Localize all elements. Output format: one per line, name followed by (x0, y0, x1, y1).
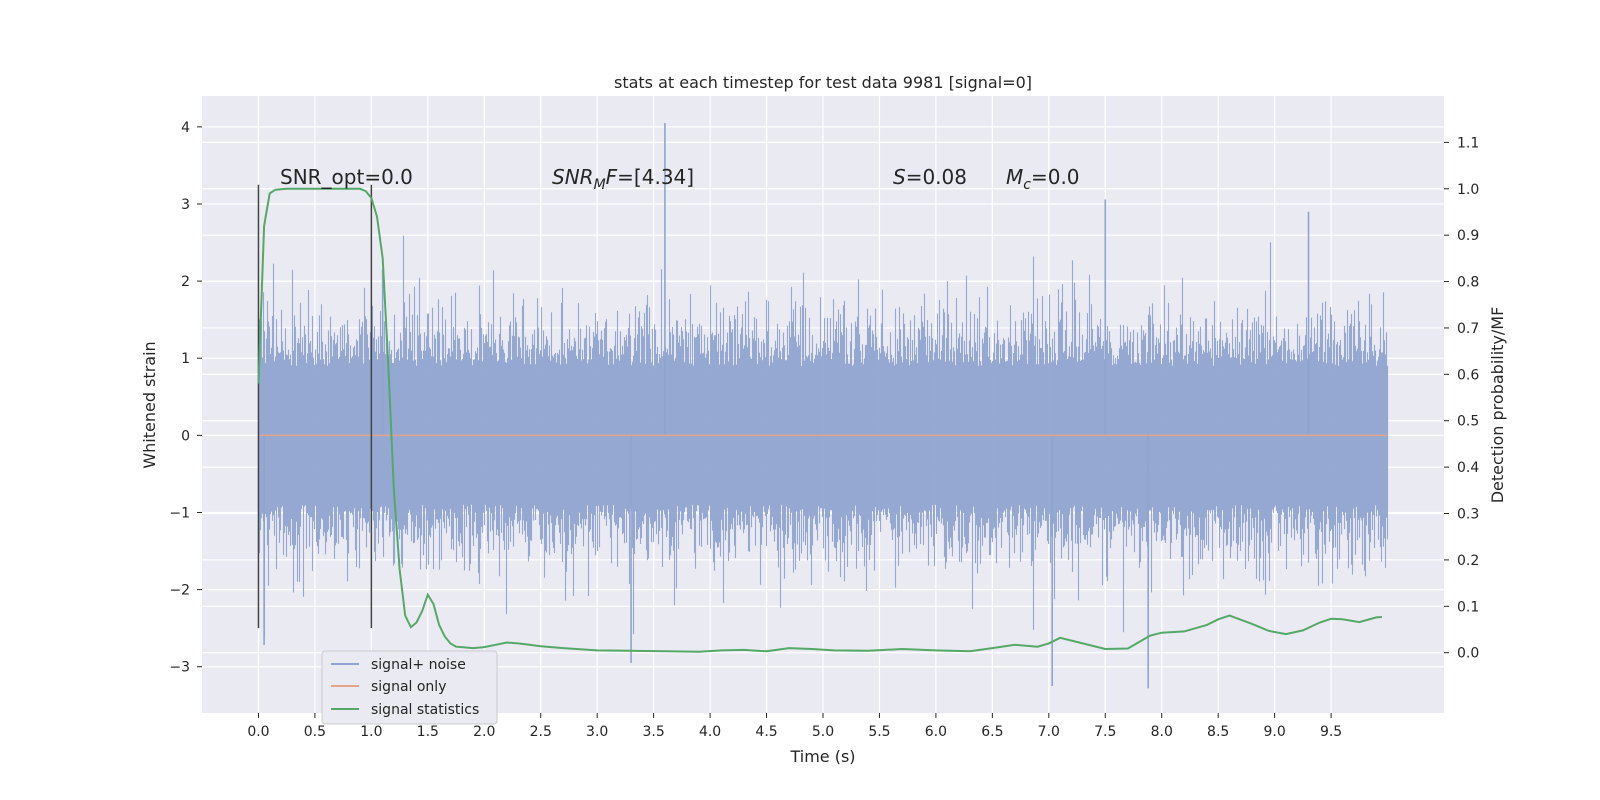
y-tick-label: 1 (181, 351, 190, 367)
x-tick-label: 5.5 (868, 724, 890, 740)
y2-tick-label: 0.8 (1457, 275, 1479, 291)
signal-statistics-series (257, 187, 1382, 653)
annotation-s-var: S (893, 165, 906, 189)
x-tick-label: 0.5 (304, 724, 326, 740)
x-tick-label: 7.5 (1094, 724, 1116, 740)
y-tick-label: −3 (169, 660, 190, 676)
x-tick-label: 3.0 (586, 724, 608, 740)
y-tick-label: 0 (181, 428, 190, 444)
y2-tick-label: 0.1 (1457, 599, 1479, 615)
annotation-s: S=0.08 (893, 165, 967, 189)
annotation-s-value: =0.08 (906, 165, 967, 189)
x-tick-label: 0.0 (247, 724, 269, 740)
y2-tick-label: 1.1 (1457, 135, 1479, 151)
x-tick-label: 8.5 (1207, 724, 1229, 740)
x-tick-label: 2.0 (473, 724, 495, 740)
y-axis-ticks: −3 −2 −1 0 1 2 3 4 (169, 120, 202, 676)
vertical-markers (257, 184, 373, 629)
y-tick-label: 2 (181, 274, 190, 290)
y-axis-label: Whitened strain (140, 341, 159, 468)
chart-title: stats at each timestep for test data 998… (614, 73, 1032, 92)
y2-axis-ticks: 0.0 0.1 0.2 0.3 0.4 0.5 0.6 0.7 0.8 0.9 1.0 1.1 (1444, 135, 1479, 662)
legend: signal+ noise signal only signal statist… (321, 650, 498, 725)
annotation-mc-value: =0.0 (1031, 165, 1080, 189)
y2-tick-label: 1.0 (1457, 182, 1479, 198)
y2-tick-label: 0.9 (1457, 228, 1479, 244)
annotation-snr-mf-value: =[4.34] (617, 165, 694, 189)
y-tick-label: 4 (181, 120, 190, 136)
x-tick-label: 4.0 (699, 724, 721, 740)
x-tick-label: 6.5 (981, 724, 1003, 740)
legend-label-signal-statistics: signal statistics (371, 702, 479, 718)
annotation-mc-sub: c (1023, 177, 1031, 193)
y2-tick-label: 0.5 (1457, 414, 1479, 430)
x-tick-label: 4.5 (755, 724, 777, 740)
annotation-snr-opt: SNR_opt=0.0 (280, 165, 413, 189)
legend-box (321, 650, 498, 725)
annotation-snr-mf-sub: M (594, 177, 606, 193)
x-tick-label: 3.5 (643, 724, 665, 740)
legend-label-signal-only: signal only (371, 679, 446, 695)
legend-label-signal-noise: signal+ noise (371, 657, 466, 673)
x-axis-label: Time (s) (789, 747, 855, 766)
y2-tick-label: 0.4 (1457, 460, 1479, 476)
y2-tick-label: 0.0 (1457, 646, 1479, 662)
annotation-mc-var: M (1006, 165, 1023, 189)
annotation-mc: Mc=0.0 (1006, 165, 1080, 193)
y-tick-label: −1 (169, 505, 190, 521)
annotation-snr-mf-var: SNR (552, 165, 594, 189)
annotation-snr-mf: SNRMF=[4.34] (552, 165, 694, 193)
x-tick-label: 9.0 (1264, 724, 1286, 740)
x-tick-label: 9.5 (1320, 724, 1342, 740)
x-axis-ticks: 0.0 0.5 1.0 1.5 2.0 2.5 3.0 3.5 4.0 4.5 5.0 5.5 6.0 6… (247, 713, 1342, 740)
x-tick-label: 1.5 (417, 724, 439, 740)
x-tick-label: 6.0 (925, 724, 947, 740)
y2-tick-label: 0.2 (1457, 553, 1479, 569)
y-tick-label: −2 (169, 583, 190, 599)
y2-tick-label: 0.3 (1457, 507, 1479, 523)
y-tick-label: 3 (181, 197, 190, 213)
x-tick-label: 8.0 (1151, 724, 1173, 740)
annotation-snr-mf-f: F (606, 165, 618, 189)
x-tick-label: 2.5 (530, 724, 552, 740)
y2-tick-label: 0.6 (1457, 367, 1479, 383)
x-tick-label: 5.0 (812, 724, 834, 740)
x-tick-label: 7.0 (1038, 724, 1060, 740)
y2-axis-label: Detection probability/MF (1488, 307, 1507, 504)
x-tick-label: 1.0 (360, 724, 382, 740)
y2-tick-label: 0.7 (1457, 321, 1479, 337)
